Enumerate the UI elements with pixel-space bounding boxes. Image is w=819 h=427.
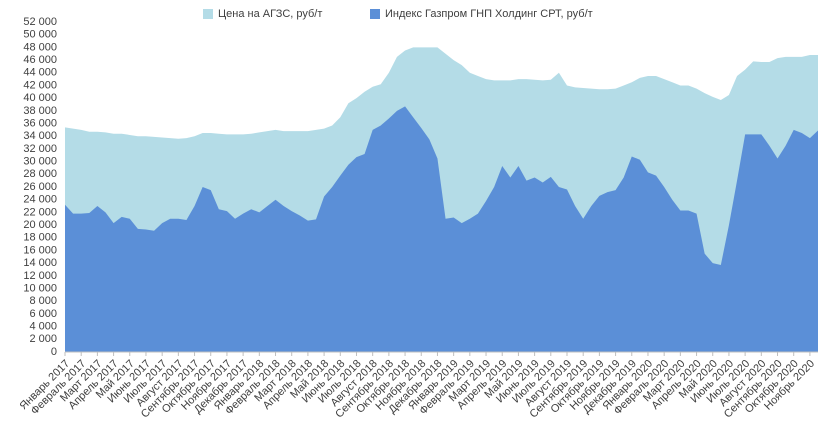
y-tick-label: 6 000 [29, 308, 57, 320]
y-tick-label: 18 000 [23, 232, 57, 244]
y-tick-label: 28 000 [23, 168, 57, 180]
y-tick-label: 42 000 [23, 79, 57, 91]
y-tick-label: 34 000 [23, 130, 57, 142]
y-tick-label: 38 000 [23, 105, 57, 117]
y-tick-label: 32 000 [23, 143, 57, 155]
y-tick-label: 0 [51, 346, 57, 358]
y-tick-label: 44 000 [23, 67, 57, 79]
y-tick-label: 22 000 [23, 206, 57, 218]
y-tick-label: 26 000 [23, 181, 57, 193]
legend-label: Индекс Газпром ГНП Холдинг СРТ, руб/т [385, 8, 593, 20]
y-tick-label: 48 000 [23, 41, 57, 53]
y-tick-label: 4 000 [29, 321, 57, 333]
y-tick-label: 52 000 [23, 16, 57, 28]
y-tick-label: 20 000 [23, 219, 57, 231]
legend-label: Цена на АГЗС, руб/т [218, 8, 322, 20]
y-tick-label: 2 000 [29, 333, 57, 345]
y-tick-label: 8 000 [29, 295, 57, 307]
area [65, 106, 818, 353]
y-tick-label: 16 000 [23, 244, 57, 256]
y-tick-label: 40 000 [23, 92, 57, 104]
y-tick-label: 46 000 [23, 54, 57, 66]
y-tick-label: 12 000 [23, 270, 57, 282]
y-tick-label: 10 000 [23, 282, 57, 294]
legend-swatch [203, 9, 213, 19]
y-tick-label: 30 000 [23, 156, 57, 168]
y-tick-label: 24 000 [23, 194, 57, 206]
legend-swatch [370, 9, 380, 19]
y-tick-label: 36 000 [23, 117, 57, 129]
y-tick-label: 14 000 [23, 257, 57, 269]
y-tick-label: 50 000 [23, 29, 57, 41]
